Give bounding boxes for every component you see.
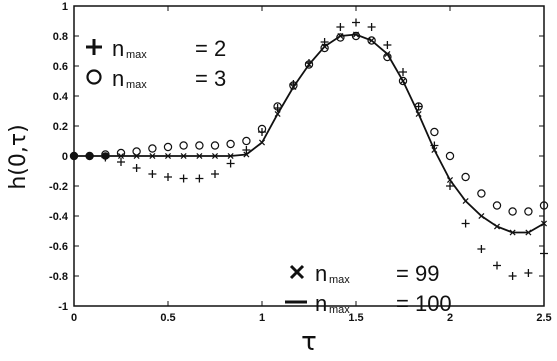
data-point-plus bbox=[352, 18, 360, 27]
y-tick-label: -0.2 bbox=[49, 181, 68, 193]
legend-value-label: = 3 bbox=[195, 66, 226, 91]
legend-value-label: = 100 bbox=[396, 291, 452, 316]
data-point-circle bbox=[320, 43, 329, 53]
legend-entry-cross: n max = 99 bbox=[289, 261, 439, 286]
data-point-plus bbox=[540, 249, 548, 258]
solid-dots bbox=[70, 152, 110, 160]
data-point-solid bbox=[70, 152, 78, 160]
data-point-circle bbox=[539, 201, 549, 210]
data-point-plus bbox=[195, 174, 204, 183]
data-point-circle bbox=[257, 124, 267, 134]
data-point-plus bbox=[211, 170, 219, 178]
data-point-plus bbox=[164, 173, 172, 181]
data-point-plus bbox=[524, 269, 533, 277]
y-axis-label: h(0,τ) bbox=[6, 124, 31, 189]
legend-subscript: max bbox=[126, 49, 147, 61]
y-tick-label: -0.8 bbox=[49, 271, 68, 283]
series-line bbox=[74, 33, 545, 234]
y-tick-label: 0.6 bbox=[53, 61, 68, 73]
data-point-plus bbox=[367, 23, 376, 31]
legend-entry-plus: n max = 2 bbox=[86, 36, 226, 61]
data-point-circle bbox=[179, 141, 188, 150]
legend-cross-marker bbox=[289, 264, 305, 280]
data-point-circle bbox=[163, 142, 173, 152]
data-point-plus bbox=[477, 245, 486, 253]
series-line bbox=[74, 33, 545, 234]
legend: n max = 2n max = 3n max = 99n max = 100 bbox=[86, 36, 452, 316]
y-tick-label: 0 bbox=[62, 151, 68, 163]
legend-circle-marker bbox=[86, 69, 102, 85]
data-point-circle bbox=[210, 141, 220, 150]
y-tick-label: 0.8 bbox=[53, 31, 68, 43]
x-tick-label: 0 bbox=[71, 312, 77, 324]
data-point-circle bbox=[226, 139, 235, 149]
legend-subscript: max bbox=[329, 304, 350, 316]
legend-n-symbol: n bbox=[315, 261, 327, 286]
data-point-circle bbox=[445, 151, 455, 161]
data-point-plus bbox=[383, 41, 392, 49]
data-point-circle bbox=[132, 147, 141, 156]
legend-n-symbol: n bbox=[112, 36, 124, 61]
data-point-plus bbox=[461, 219, 470, 228]
ticks: 0 0.5 1 1.5 2 2.5 1 0.8 0.6 0.4 0.2 0 -0.2 -0.4 -0.6 -0… bbox=[49, 1, 552, 324]
data-point-circle bbox=[195, 141, 204, 150]
data-point-plus bbox=[336, 23, 345, 31]
y-tick-label: -0.4 bbox=[49, 211, 69, 223]
legend-n-symbol: n bbox=[315, 291, 327, 316]
data-point-circle bbox=[492, 201, 502, 210]
data-point-circle bbox=[524, 207, 533, 216]
data-point-circle bbox=[304, 60, 314, 69]
data-point-circle bbox=[430, 127, 439, 137]
y-tick-label: -1 bbox=[58, 301, 68, 313]
data-point-circle bbox=[398, 76, 408, 86]
legend-subscript: max bbox=[126, 79, 147, 91]
y-tick-label: 0.2 bbox=[53, 121, 68, 133]
legend-value-label: = 99 bbox=[396, 261, 439, 286]
data-point-circle bbox=[148, 144, 157, 153]
x-axis-label: τ bbox=[301, 327, 317, 357]
data-point-plus bbox=[148, 170, 157, 178]
legend-entry-line: n max = 100 bbox=[285, 291, 452, 316]
x-tick-label: 1 bbox=[259, 312, 265, 324]
x-tick-label: 2.5 bbox=[536, 312, 551, 324]
data-point-circle bbox=[367, 36, 376, 45]
data-point-circle bbox=[508, 207, 517, 216]
x-tick-label: 1.5 bbox=[348, 312, 363, 324]
data-point-plus bbox=[117, 158, 125, 166]
data-point-plus bbox=[226, 159, 235, 168]
x-tick-label: 2 bbox=[447, 312, 453, 324]
legend-entry-circle: n max = 3 bbox=[86, 66, 226, 91]
legend-n-symbol: n bbox=[112, 66, 124, 91]
data-point-plus bbox=[132, 164, 141, 172]
y-tick-label: 0.4 bbox=[53, 91, 69, 103]
x-tick-label: 0.5 bbox=[160, 312, 175, 324]
data-point-circle bbox=[242, 136, 251, 146]
data-point-circle bbox=[461, 172, 470, 182]
data-point-solid bbox=[85, 152, 94, 160]
data-point-plus bbox=[446, 182, 454, 190]
data-point-circle bbox=[477, 189, 486, 198]
data-point-plus bbox=[399, 68, 407, 76]
legend-subscript: max bbox=[329, 274, 350, 286]
y-tick-label: -0.6 bbox=[49, 241, 68, 253]
data-point-plus bbox=[242, 146, 251, 154]
data-point-plus bbox=[179, 174, 188, 183]
series-layer bbox=[69, 18, 549, 280]
data-point-solid bbox=[101, 152, 110, 160]
y-tick-label: 1 bbox=[62, 1, 68, 13]
legend-plus-marker bbox=[86, 39, 102, 55]
data-point-plus bbox=[508, 272, 517, 280]
data-point-circle bbox=[289, 81, 298, 90]
legend-value-label: = 2 bbox=[195, 36, 226, 61]
data-point-plus bbox=[493, 261, 501, 270]
